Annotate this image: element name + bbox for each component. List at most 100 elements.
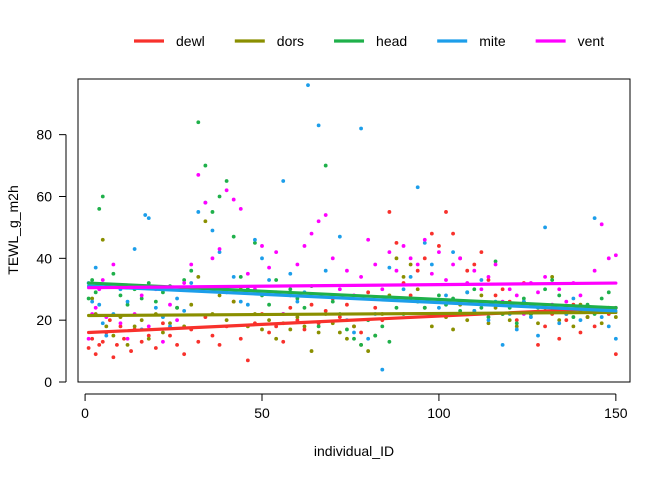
point-dewl	[536, 342, 540, 347]
point-head	[373, 333, 378, 338]
point-vent	[387, 250, 392, 255]
point-mite	[613, 336, 618, 341]
point-mite	[253, 237, 257, 242]
point-vent	[93, 305, 98, 310]
point-head	[394, 305, 399, 310]
point-mite	[401, 287, 406, 292]
point-vent	[536, 290, 540, 295]
point-dors	[295, 315, 300, 319]
point-dors	[217, 293, 222, 298]
point-dewl	[100, 339, 105, 344]
point-dors	[599, 321, 604, 326]
point-head	[153, 299, 158, 304]
legend-label-dewl: dewl	[176, 33, 205, 49]
point-dors	[585, 315, 590, 319]
point-mite	[578, 318, 583, 323]
point-head	[599, 296, 604, 301]
point-dors	[189, 302, 194, 307]
point-head	[146, 281, 151, 285]
point-mite	[486, 318, 491, 323]
point-vent	[231, 197, 236, 202]
point-dewl	[323, 308, 328, 313]
point-mite	[97, 302, 102, 307]
point-vent	[224, 188, 229, 193]
point-head	[387, 339, 392, 344]
point-head	[139, 296, 144, 301]
legend-label-vent: vent	[578, 33, 605, 49]
point-vent	[451, 262, 455, 267]
legend-label-dors: dors	[277, 33, 304, 49]
point-mite	[238, 299, 243, 304]
point-head	[380, 324, 385, 329]
point-dewl	[479, 250, 484, 255]
point-dewl	[387, 210, 392, 214]
point-dors	[203, 219, 208, 224]
point-mite	[387, 265, 392, 270]
point-dors	[465, 318, 470, 323]
point-dors	[536, 321, 540, 326]
point-vent	[161, 339, 165, 344]
point-head	[253, 240, 257, 245]
point-mite	[514, 327, 519, 332]
point-mite	[231, 274, 236, 279]
point-dors	[557, 318, 562, 323]
point-dewl	[429, 231, 434, 236]
point-mite	[196, 210, 201, 214]
point-dors	[146, 336, 151, 341]
point-dewl	[408, 293, 413, 298]
point-dors	[571, 324, 576, 329]
point-dors	[486, 321, 491, 326]
point-dewl	[281, 339, 286, 344]
point-dewl	[115, 342, 119, 347]
point-dors	[408, 262, 413, 267]
point-head	[437, 293, 441, 298]
point-dewl	[394, 240, 399, 245]
point-head	[274, 278, 279, 282]
point-vent	[267, 265, 271, 270]
point-vent	[606, 256, 611, 261]
point-dors	[337, 330, 342, 335]
point-dewl	[161, 321, 165, 326]
point-mite	[306, 83, 310, 88]
point-vent	[182, 281, 187, 285]
point-head	[422, 305, 427, 310]
point-mite	[90, 299, 95, 304]
point-dewl	[97, 342, 102, 347]
trend-layer	[87, 281, 618, 335]
point-mite	[217, 250, 222, 255]
point-dors	[366, 349, 371, 353]
point-vent	[345, 268, 349, 273]
y-axis-title: TEWL_g_m2h	[5, 185, 21, 274]
trend-line-dors	[87, 310, 618, 318]
point-dors	[288, 327, 293, 332]
point-head	[231, 234, 236, 239]
point-dewl	[564, 318, 569, 323]
point-vent	[578, 293, 583, 298]
point-dors	[274, 336, 279, 341]
point-head	[100, 194, 105, 199]
point-dewl	[86, 346, 91, 350]
point-dewl	[302, 327, 307, 332]
point-head	[359, 342, 363, 347]
point-dors	[401, 274, 406, 279]
point-head	[288, 287, 293, 292]
point-head	[161, 290, 165, 295]
point-mite	[132, 247, 137, 251]
point-head	[550, 278, 555, 282]
point-dewl	[451, 231, 455, 236]
point-dewl	[486, 278, 491, 282]
x-axis-title: individual_ID	[314, 443, 394, 459]
point-dors	[168, 321, 172, 326]
point-mite	[592, 216, 597, 221]
point-vent	[118, 321, 123, 326]
point-mite	[465, 290, 470, 295]
point-dewl	[153, 346, 158, 350]
point-mite	[422, 240, 427, 245]
point-mite	[415, 185, 420, 190]
point-head	[125, 302, 130, 307]
point-vent	[309, 231, 314, 236]
point-dewl	[309, 302, 314, 307]
point-vent	[472, 268, 477, 273]
point-mite	[429, 262, 434, 267]
point-vent	[514, 293, 519, 298]
